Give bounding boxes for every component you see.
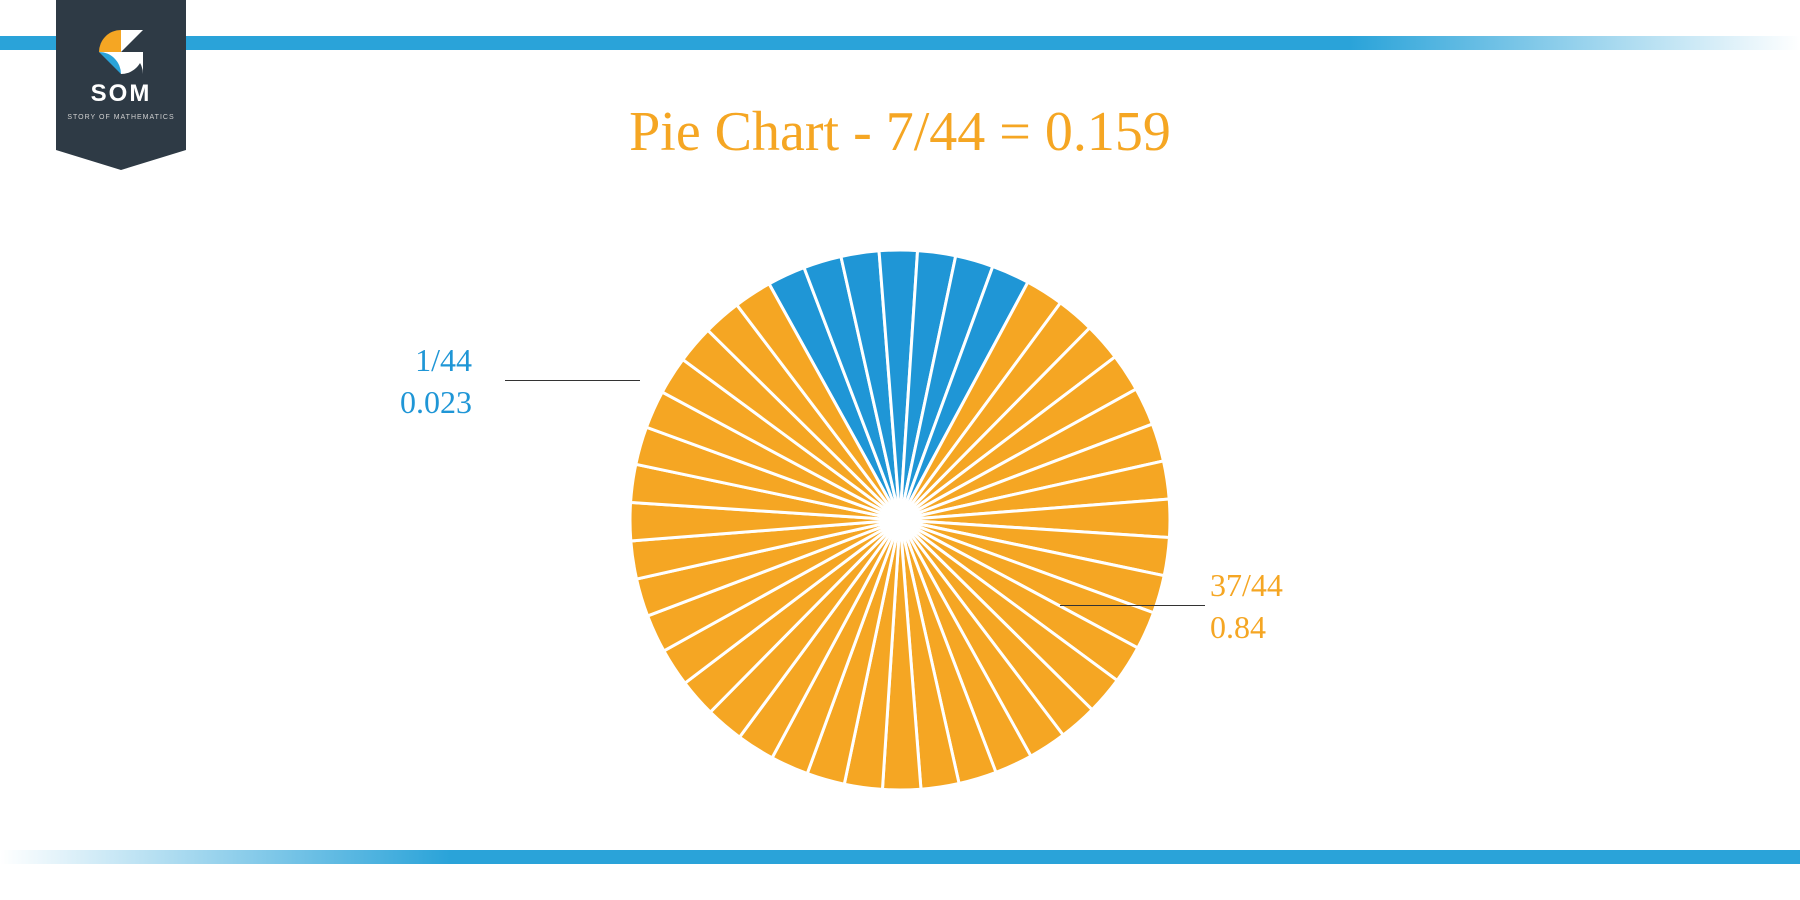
callout-label: 1/440.023	[400, 340, 472, 423]
chart-area	[0, 200, 1800, 840]
callout-decimal: 0.023	[400, 382, 472, 424]
callout-label: 37/440.84	[1210, 565, 1283, 648]
callout-fraction: 37/44	[1210, 565, 1283, 607]
callout-fraction: 1/44	[400, 340, 472, 382]
callout-decimal: 0.84	[1210, 607, 1283, 649]
pie-chart	[630, 250, 1170, 790]
callout-line	[1060, 605, 1205, 606]
top-accent-bar	[0, 36, 1800, 50]
logo-icon	[99, 30, 143, 74]
chart-title: Pie Chart - 7/44 = 0.159	[0, 100, 1800, 164]
callout-line	[505, 380, 640, 381]
bottom-accent-bar	[0, 850, 1800, 864]
